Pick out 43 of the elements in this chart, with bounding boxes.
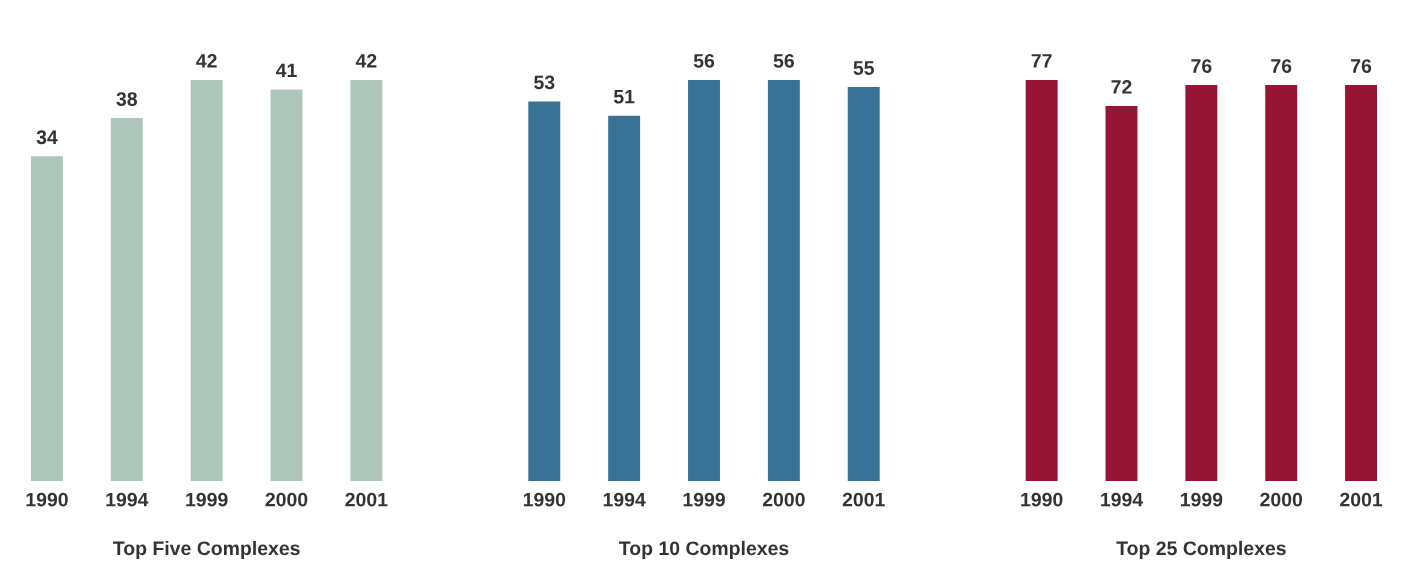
data-label: 55 [853, 61, 874, 75]
data-label: 34 [36, 130, 58, 145]
x-tick-label: 1990 [523, 492, 566, 507]
x-tick-label: 2001 [1340, 492, 1383, 507]
data-label: 76 [1351, 59, 1372, 73]
x-tick-label: 1994 [106, 492, 149, 507]
bar [688, 79, 720, 482]
data-label: 56 [693, 53, 715, 68]
data-label: 77 [1031, 54, 1052, 68]
data-label: 38 [116, 92, 138, 106]
x-tick-label: 1999 [1180, 492, 1223, 507]
data-label: 76 [1191, 59, 1212, 73]
x-tick-label: 1999 [683, 492, 725, 507]
data-label: 53 [534, 75, 555, 90]
bar [30, 156, 63, 482]
bar [528, 101, 561, 482]
x-tick-label: 2001 [345, 492, 388, 507]
data-label: 76 [1271, 59, 1292, 73]
data-label: 51 [613, 89, 635, 104]
x-tick-label: 1994 [603, 492, 646, 507]
bar [608, 115, 641, 482]
bar [767, 79, 800, 482]
data-label: 56 [773, 53, 794, 68]
x-tick-label: 1990 [26, 492, 68, 507]
x-tick-label: 1999 [186, 492, 228, 507]
x-axis-title: Top 25 Complexes [1116, 540, 1286, 560]
x-axis-title: Top 10 Complexes [619, 540, 789, 560]
bar [847, 87, 880, 482]
x-tick-label: 2000 [265, 492, 308, 507]
x-tick-label: 1994 [1101, 492, 1144, 507]
x-tick-label: 2000 [1260, 492, 1303, 507]
bar [110, 118, 143, 482]
x-tick-label: 2000 [762, 492, 805, 507]
data-label: 42 [355, 53, 377, 68]
x-axis-title: Top Five Complexes [113, 540, 300, 560]
data-label: 41 [275, 63, 297, 78]
bar [270, 89, 303, 482]
data-label: 42 [196, 53, 217, 68]
x-tick-label: 2001 [842, 492, 885, 507]
bar [350, 79, 383, 482]
x-tick-label: 1990 [1021, 492, 1063, 507]
data-label: 72 [1111, 80, 1132, 94]
bar [190, 79, 223, 482]
